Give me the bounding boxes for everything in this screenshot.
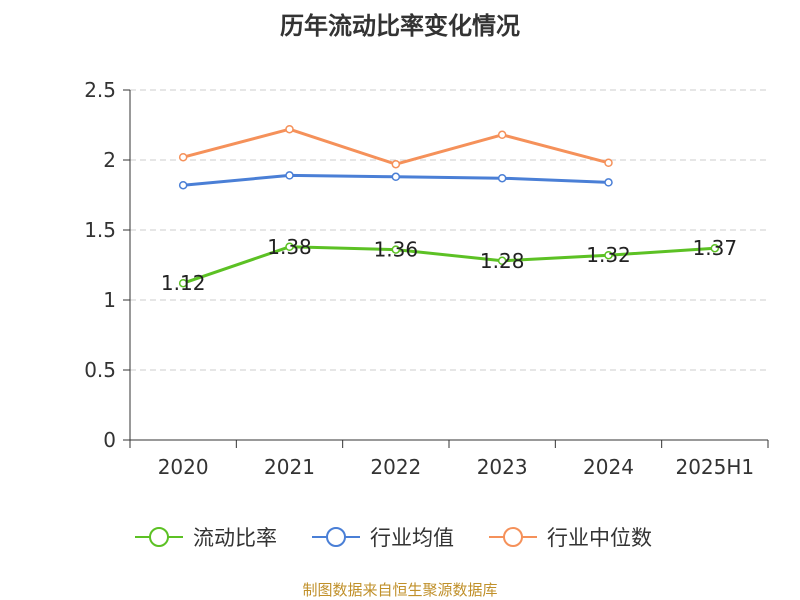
legend-label: 流动比率 — [193, 526, 277, 550]
series-line — [182, 245, 715, 285]
data-label: 1.37 — [693, 236, 738, 260]
axes — [123, 89, 769, 448]
x-tick-label: 2023 — [477, 455, 528, 479]
data-labels: 1.12 1.38 1.36 1.28 1.32 1.37 — [161, 235, 737, 295]
data-point — [391, 172, 401, 182]
data-label: 1.28 — [480, 249, 525, 273]
y-tick-label: 1 — [103, 288, 116, 312]
x-tick-label: 2021 — [264, 455, 315, 479]
data-point — [285, 124, 294, 134]
source-footer: 制图数据来自恒生聚源数据库 — [302, 581, 498, 599]
y-tick-label: 1.5 — [84, 218, 116, 242]
data-point — [391, 159, 401, 169]
legend-label: 行业中位数 — [547, 526, 652, 550]
data-point — [497, 256, 507, 266]
y-tick-label: 0 — [103, 428, 116, 452]
data-point — [285, 242, 294, 252]
x-tick-label: 2025H1 — [675, 455, 754, 479]
data-label: 1.12 — [161, 271, 206, 295]
x-tick-labels: 2020 2021 2022 2023 2024 2025H1 — [158, 455, 754, 479]
data-point — [178, 180, 188, 190]
legend: 流动比率 行业均值 行业中位数 — [135, 526, 652, 550]
data-point — [604, 250, 613, 260]
data-point — [391, 245, 401, 254]
data-label: 1.32 — [586, 243, 631, 267]
y-tick-label: 2.5 — [84, 78, 116, 102]
y-tick-label: 2 — [103, 148, 116, 172]
data-label: 1.36 — [374, 238, 419, 262]
legend-marker — [503, 527, 523, 547]
data-point — [178, 278, 188, 288]
grid-lines — [130, 89, 768, 371]
data-point — [497, 173, 507, 183]
series-lines — [178, 124, 720, 288]
x-tick-label: 2022 — [370, 455, 421, 479]
y-tick-label: 0.5 — [84, 358, 116, 382]
legend-marker — [149, 527, 169, 547]
data-point — [178, 152, 188, 162]
data-point — [497, 130, 507, 140]
legend-label: 行业均值 — [370, 526, 454, 550]
y-tick-labels: 0 0.5 1 1.5 2 2.5 — [84, 78, 116, 452]
series-line — [182, 127, 609, 166]
data-point — [604, 158, 613, 168]
data-label: 1.38 — [267, 235, 312, 259]
legend-marker — [326, 527, 346, 547]
x-tick-label: 2024 — [583, 455, 634, 479]
x-tick-label: 2020 — [158, 455, 209, 479]
data-point — [710, 243, 720, 253]
data-point — [285, 171, 294, 180]
chart-title: 历年流动比率变化情况 — [280, 12, 520, 40]
data-point — [604, 178, 613, 187]
